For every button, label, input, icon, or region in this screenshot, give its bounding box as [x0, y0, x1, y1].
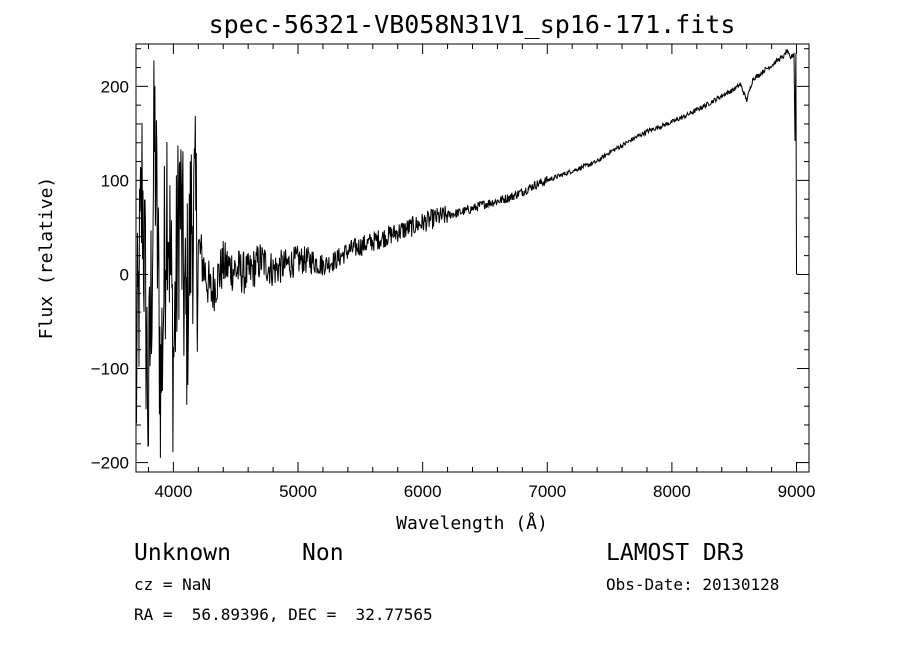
- x-axis-label: Wavelength (Å): [396, 512, 548, 534]
- minor-ticks: [136, 44, 809, 472]
- chart-title: spec-56321-VB058N31V1_sp16-171.fits: [209, 10, 736, 39]
- y-tick-label: 0: [120, 265, 129, 284]
- x-tick-label: 5000: [279, 482, 317, 501]
- redshift-label: cz = NaN: [134, 575, 211, 594]
- x-tick-label: 6000: [404, 482, 442, 501]
- x-tick-label: 8000: [653, 482, 691, 501]
- x-axis-ticks: 4000 5000 6000 7000 8000 9000: [154, 44, 815, 501]
- x-tick-label: 9000: [778, 482, 816, 501]
- y-tick-label: 100: [101, 171, 129, 190]
- x-tick-label: 4000: [154, 482, 192, 501]
- spectrum-series-line: [135, 48, 797, 458]
- y-axis-ticks: −200 −100 0 100 200: [91, 77, 809, 473]
- plot-frame: [135, 43, 810, 473]
- x-tick-label: 7000: [528, 482, 566, 501]
- y-axis-label: Flux (relative): [36, 177, 57, 340]
- obs-date-label: Obs-Date: 20130128: [606, 575, 779, 594]
- object-subclass-label: Non: [302, 540, 344, 566]
- y-tick-label: −100: [91, 360, 129, 379]
- y-tick-label: −200: [91, 454, 129, 473]
- y-tick-label: 200: [101, 77, 129, 96]
- survey-label: LAMOST DR3: [606, 540, 744, 566]
- object-class-label: Unknown: [134, 540, 231, 566]
- coordinates-label: RA = 56.89396, DEC = 32.77565: [134, 605, 433, 624]
